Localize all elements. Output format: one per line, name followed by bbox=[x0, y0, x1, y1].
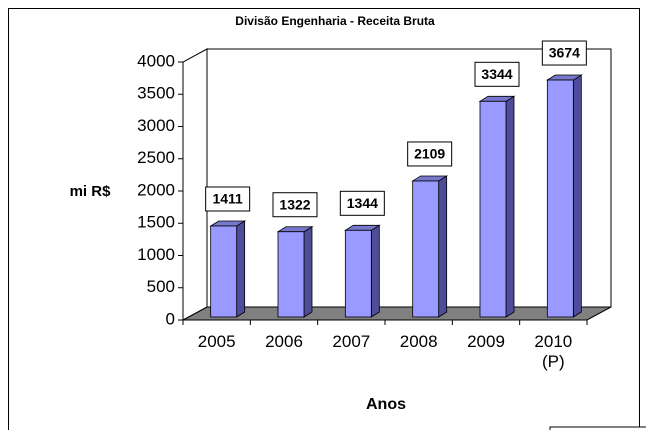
value-label: 3344 bbox=[481, 66, 512, 82]
y-axis-label: mi R$ bbox=[70, 183, 112, 200]
x-tick-label: 2006 bbox=[265, 332, 303, 351]
value-label-box bbox=[272, 192, 318, 218]
value-label-box bbox=[474, 61, 520, 87]
chart-frame bbox=[8, 8, 640, 430]
bar-side bbox=[236, 220, 246, 318]
x-tick-label: 2009 bbox=[467, 332, 505, 351]
side-wall bbox=[182, 48, 208, 321]
y-tick-label: 3000 bbox=[137, 116, 175, 135]
bar bbox=[344, 229, 372, 318]
y-tick-label: 4000 bbox=[137, 51, 175, 70]
y-tick-label: 2000 bbox=[137, 180, 175, 199]
back-wall bbox=[206, 48, 612, 308]
x-axis-label: Anos bbox=[366, 396, 406, 413]
bar bbox=[277, 231, 305, 318]
y-tick-label: 500 bbox=[147, 277, 175, 296]
value-label: 1344 bbox=[347, 195, 378, 211]
x-tick-label: 2008 bbox=[399, 332, 438, 351]
value-label-box bbox=[541, 40, 587, 66]
value-label: 1322 bbox=[279, 196, 310, 212]
legend-box bbox=[549, 426, 646, 430]
bar bbox=[412, 180, 440, 318]
bar-side bbox=[303, 226, 313, 318]
x-tick-label: 2007 bbox=[332, 332, 371, 351]
value-label: 2109 bbox=[414, 146, 445, 162]
y-tick-label: 0 bbox=[166, 309, 175, 328]
value-label: 3674 bbox=[549, 45, 580, 61]
x-tick-label: 2010 (P) bbox=[534, 332, 573, 371]
value-label-box bbox=[339, 190, 385, 216]
floor bbox=[182, 306, 612, 321]
bar-side bbox=[572, 74, 582, 318]
y-tick-label: 2500 bbox=[137, 148, 175, 167]
y-tick-label: 3500 bbox=[137, 84, 175, 103]
y-tick-label: 1000 bbox=[137, 245, 175, 264]
x-tick-label: 2005 bbox=[197, 332, 236, 351]
bar bbox=[210, 225, 238, 318]
value-label-box bbox=[407, 141, 453, 167]
bar-side bbox=[505, 95, 515, 318]
bar-side bbox=[370, 224, 380, 318]
y-tick-label: 1500 bbox=[137, 213, 175, 232]
bar-side bbox=[438, 175, 448, 318]
chart-title: Divisão Engenharia - Receita Bruta bbox=[235, 14, 435, 28]
value-label-box bbox=[205, 186, 251, 212]
bar bbox=[546, 79, 574, 318]
bar bbox=[479, 100, 507, 318]
value-label: 1411 bbox=[212, 191, 243, 207]
